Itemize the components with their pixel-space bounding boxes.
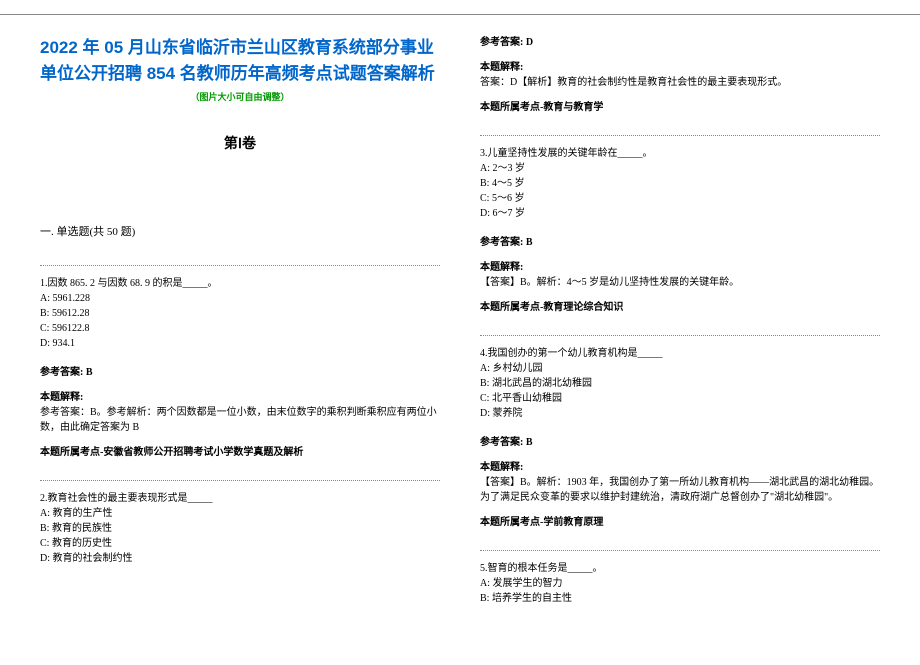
q1-stem: 1.因数 865. 2 与因数 68. 9 的积是_____。: [40, 276, 440, 291]
q3-analysis-label: 本题解释:: [480, 260, 880, 275]
q5-stem: 5.智育的根本任务是_____。: [480, 561, 880, 576]
q3-stem: 3.儿童坚持性发展的关键年龄在_____。: [480, 146, 880, 161]
divider: [40, 480, 440, 481]
q2-analysis-label: 本题解释:: [480, 60, 880, 75]
q2-analysis: 答案：D【解析】教育的社会制约性是教育社会性的最主要表现形式。: [480, 75, 880, 90]
q4-option-a: A: 乡村幼儿园: [480, 361, 880, 376]
q4-analysis: 【答案】B。解析：1903 年，我国创办了第一所幼儿教育机构——湖北武昌的湖北幼…: [480, 475, 880, 505]
q1-option-d: D: 934.1: [40, 336, 440, 351]
divider: [480, 335, 880, 336]
divider: [480, 550, 880, 551]
question-4: 4.我国创办的第一个幼儿教育机构是_____ A: 乡村幼儿园 B: 湖北武昌的…: [480, 346, 880, 530]
q3-option-d: D: 6～7 岁: [480, 206, 880, 221]
q4-option-b: B: 湖北武昌的湖北幼稚园: [480, 376, 880, 391]
q5-option-a: A: 发展学生的智力: [480, 576, 880, 591]
q3-options: A: 2～3 岁 B: 4～5 岁 C: 5～6 岁 D: 6～7 岁: [480, 161, 880, 221]
question-2-part2: 参考答案: D 本题解释: 答案：D【解析】教育的社会制约性是教育社会性的最主要…: [480, 35, 880, 115]
q4-answer: 参考答案: B: [480, 435, 880, 450]
question-1: 1.因数 865. 2 与因数 68. 9 的积是_____。 A: 5961.…: [40, 276, 440, 460]
right-column: 参考答案: D 本题解释: 答案：D【解析】教育的社会制约性是教育社会性的最主要…: [480, 35, 880, 624]
q2-option-c: C: 教育的历史性: [40, 536, 440, 551]
q4-options: A: 乡村幼儿园 B: 湖北武昌的湖北幼稚园 C: 北平香山幼稚园 D: 蒙养院: [480, 361, 880, 421]
q3-option-c: C: 5～6 岁: [480, 191, 880, 206]
q3-topic: 本题所属考点-教育理论综合知识: [480, 300, 880, 315]
q4-option-d: D: 蒙养院: [480, 406, 880, 421]
q3-answer: 参考答案: B: [480, 235, 880, 250]
q1-answer: 参考答案: B: [40, 365, 440, 380]
q1-option-b: B: 59612.28: [40, 306, 440, 321]
q4-topic: 本题所属考点-学前教育原理: [480, 515, 880, 530]
q1-analysis: 参考答案：B。参考解析：两个因数都是一位小数，由末位数字的乘积判断乘积应有两位小…: [40, 405, 440, 435]
q1-topic: 本题所属考点-安徽省教师公开招聘考试小学数学真题及解析: [40, 445, 440, 460]
two-column-layout: 2022 年 05 月山东省临沂市兰山区教育系统部分事业单位公开招聘 854 名…: [40, 35, 880, 624]
q5-options: A: 发展学生的智力 B: 培养学生的自主性: [480, 576, 880, 606]
volume-label: 第Ⅰ卷: [40, 133, 440, 153]
page-root: 2022 年 05 月山东省临沂市兰山区教育系统部分事业单位公开招聘 854 名…: [0, 14, 920, 624]
q2-answer: 参考答案: D: [480, 35, 880, 50]
q1-option-a: A: 5961.228: [40, 291, 440, 306]
section-heading: 一. 单选题(共 50 题): [40, 223, 440, 239]
document-subtitle: （图片大小可自由调整）: [40, 90, 440, 103]
q2-topic: 本题所属考点-教育与教育学: [480, 100, 880, 115]
left-column: 2022 年 05 月山东省临沂市兰山区教育系统部分事业单位公开招聘 854 名…: [40, 35, 440, 624]
q2-options: A: 教育的生产性 B: 教育的民族性 C: 教育的历史性 D: 教育的社会制约…: [40, 506, 440, 566]
q1-analysis-label: 本题解释:: [40, 390, 440, 405]
q2-option-d: D: 教育的社会制约性: [40, 551, 440, 566]
q2-option-b: B: 教育的民族性: [40, 521, 440, 536]
document-title: 2022 年 05 月山东省临沂市兰山区教育系统部分事业单位公开招聘 854 名…: [40, 35, 440, 86]
divider: [40, 265, 440, 266]
q1-option-c: C: 596122.8: [40, 321, 440, 336]
divider: [480, 135, 880, 136]
question-2-part1: 2.教育社会性的最主要表现形式是_____ A: 教育的生产性 B: 教育的民族…: [40, 491, 440, 566]
q3-analysis: 【答案】B。解析：4～5 岁是幼儿坚持性发展的关键年龄。: [480, 275, 880, 290]
question-3: 3.儿童坚持性发展的关键年龄在_____。 A: 2～3 岁 B: 4～5 岁 …: [480, 146, 880, 315]
q3-option-a: A: 2～3 岁: [480, 161, 880, 176]
q3-option-b: B: 4～5 岁: [480, 176, 880, 191]
question-5: 5.智育的根本任务是_____。 A: 发展学生的智力 B: 培养学生的自主性: [480, 561, 880, 606]
q1-options: A: 5961.228 B: 59612.28 C: 596122.8 D: 9…: [40, 291, 440, 351]
q2-stem: 2.教育社会性的最主要表现形式是_____: [40, 491, 440, 506]
q4-option-c: C: 北平香山幼稚园: [480, 391, 880, 406]
q4-analysis-label: 本题解释:: [480, 460, 880, 475]
q5-option-b: B: 培养学生的自主性: [480, 591, 880, 606]
q2-option-a: A: 教育的生产性: [40, 506, 440, 521]
q4-stem: 4.我国创办的第一个幼儿教育机构是_____: [480, 346, 880, 361]
